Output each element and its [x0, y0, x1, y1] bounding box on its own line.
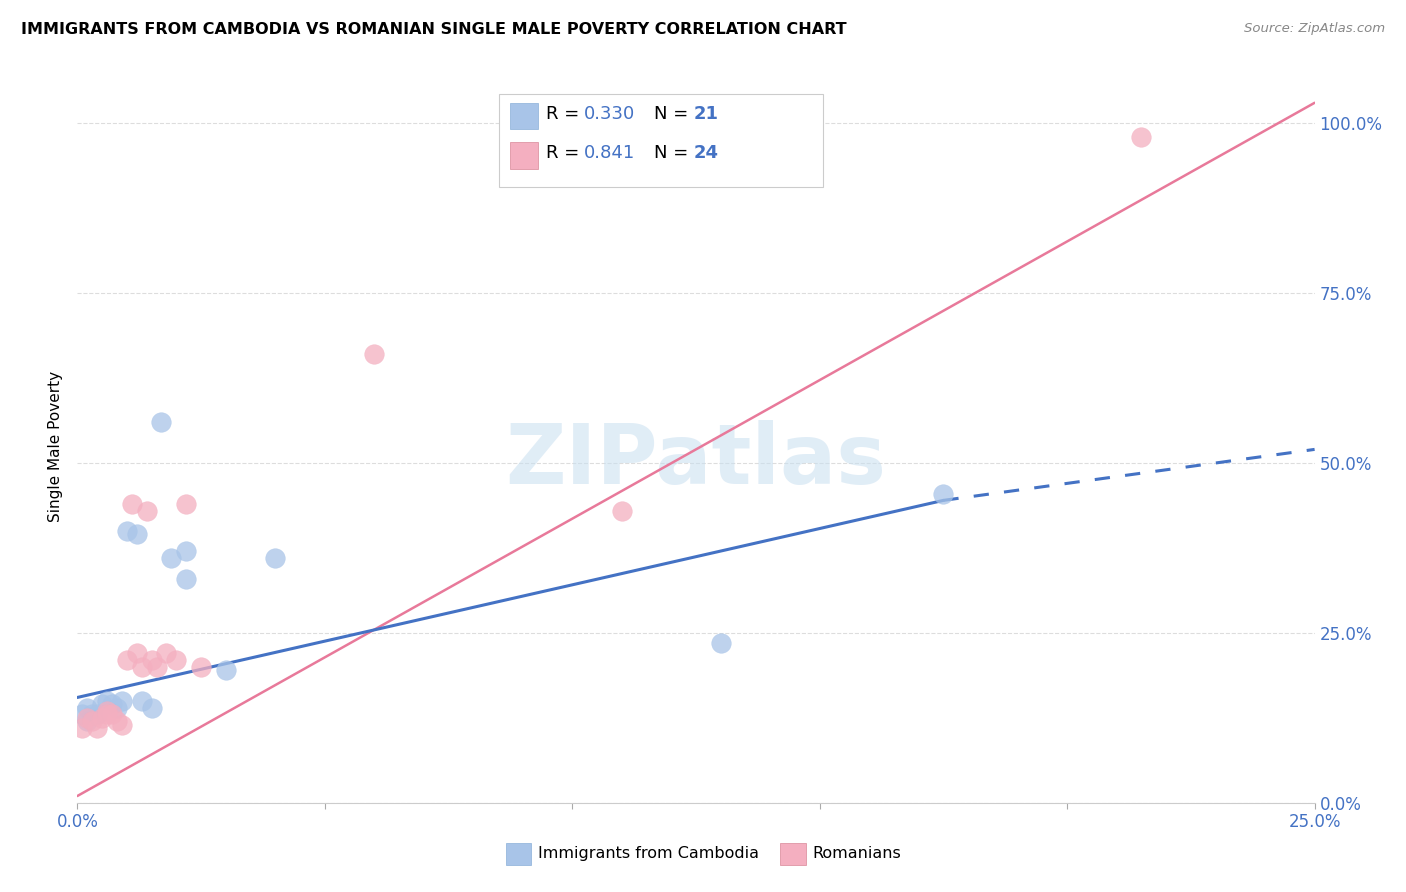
Text: Immigrants from Cambodia: Immigrants from Cambodia	[538, 847, 759, 861]
Point	[91, 711, 114, 725]
Point	[105, 700, 128, 714]
Point	[215, 663, 238, 677]
Text: 0.330: 0.330	[583, 105, 634, 123]
Text: R =: R =	[546, 145, 585, 162]
Point	[174, 544, 197, 558]
Text: ZIPatlas: ZIPatlas	[506, 420, 886, 500]
Point	[125, 527, 148, 541]
Point	[610, 503, 633, 517]
Point	[76, 711, 98, 725]
Point	[264, 551, 287, 566]
Point	[155, 646, 177, 660]
Text: 21: 21	[693, 105, 718, 123]
Text: N =: N =	[654, 105, 693, 123]
Point	[190, 660, 212, 674]
Point	[82, 714, 104, 729]
Point	[86, 721, 108, 735]
Point	[160, 551, 183, 566]
Point	[91, 698, 114, 712]
Point	[72, 707, 94, 722]
Point	[115, 653, 138, 667]
Point	[101, 707, 124, 722]
Point	[932, 486, 955, 500]
Point	[96, 694, 118, 708]
Text: Romanians: Romanians	[813, 847, 901, 861]
Point	[174, 572, 197, 586]
Point	[96, 704, 118, 718]
Point	[141, 700, 163, 714]
Text: 0.841: 0.841	[583, 145, 634, 162]
Point	[76, 714, 98, 729]
Point	[363, 347, 385, 361]
Point	[125, 646, 148, 660]
Point	[174, 497, 197, 511]
Point	[115, 524, 138, 538]
Point	[105, 714, 128, 729]
Text: Source: ZipAtlas.com: Source: ZipAtlas.com	[1244, 22, 1385, 36]
Point	[86, 707, 108, 722]
Point	[131, 660, 153, 674]
Point	[111, 717, 134, 731]
Point	[96, 707, 118, 722]
Point	[111, 694, 134, 708]
Point	[121, 497, 143, 511]
Text: IMMIGRANTS FROM CAMBODIA VS ROMANIAN SINGLE MALE POVERTY CORRELATION CHART: IMMIGRANTS FROM CAMBODIA VS ROMANIAN SIN…	[21, 22, 846, 37]
Text: 24: 24	[693, 145, 718, 162]
Point	[131, 694, 153, 708]
Point	[101, 698, 124, 712]
Point	[135, 503, 157, 517]
Point	[150, 415, 173, 429]
Point	[1130, 129, 1153, 144]
Text: R =: R =	[546, 105, 585, 123]
Point	[145, 660, 167, 674]
Y-axis label: Single Male Poverty: Single Male Poverty	[48, 370, 63, 522]
Point	[165, 653, 187, 667]
Point	[141, 653, 163, 667]
Text: N =: N =	[654, 145, 693, 162]
Point	[76, 700, 98, 714]
Point	[710, 636, 733, 650]
Point	[82, 707, 104, 722]
Point	[72, 721, 94, 735]
